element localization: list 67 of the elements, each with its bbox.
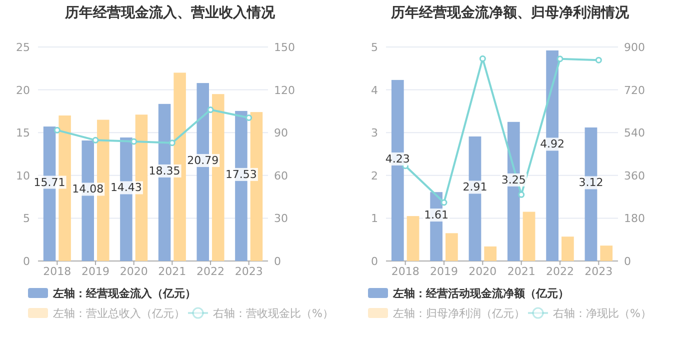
y-tick-label: 15 [16, 126, 30, 140]
legend-label: 右轴：营收现金比（%） [213, 307, 334, 320]
point [207, 106, 214, 114]
point [440, 199, 448, 206]
data-label: 4.23 [385, 152, 410, 166]
point [479, 55, 486, 62]
chart-title: 历年经营现金流入、营业收入情况 [64, 4, 276, 21]
y-tick-label: 2 [371, 169, 378, 182]
y2-tick-label: 180 [624, 212, 645, 226]
x-tick-label: 2018 [391, 265, 420, 278]
data-label: 15.71 [34, 176, 66, 189]
y-tick-label: 25 [16, 41, 30, 54]
y2-tick-label: 60 [274, 169, 288, 182]
x-tick-label: 2023 [584, 265, 613, 278]
y-tick-label: 5 [371, 41, 378, 54]
legend-label: 左轴：营业总收入（亿元） [53, 307, 185, 320]
legend-label: 右轴：净现比（%） [553, 307, 652, 320]
y-tick-label: 4 [371, 84, 378, 97]
y-tick-label: 5 [23, 212, 30, 226]
point [595, 56, 602, 64]
y2-tick-label: 540 [624, 126, 645, 140]
x-tick-label: 2019 [430, 265, 458, 278]
x-tick-label: 2022 [546, 265, 574, 278]
y2-tick-label: 900 [624, 41, 645, 54]
data-label: 17.53 [225, 168, 257, 181]
data-label: 4.92 [540, 138, 565, 151]
y2-tick-label: 0 [624, 255, 631, 268]
data-label: 14.08 [72, 182, 104, 196]
point [168, 140, 176, 146]
legend-label: 左轴：归母净利润（亿元） [393, 307, 525, 320]
data-label: 18.35 [148, 164, 180, 178]
legend-label: 左轴：经营活动现金流净额（亿元） [392, 287, 569, 300]
point [92, 136, 99, 144]
y-tick-label: 20 [16, 84, 30, 97]
data-label: 1.61 [424, 208, 449, 222]
data-label: 3.25 [501, 173, 526, 186]
point [518, 191, 525, 198]
y-tick-label: 10 [16, 169, 30, 182]
y2-tick-label: 120 [274, 84, 295, 97]
chart-title: 历年经营现金流净额、归母净利润情况 [390, 4, 630, 21]
y-tick-label: 0 [23, 255, 30, 268]
x-tick-label: 2020 [468, 265, 497, 278]
x-tick-label: 2021 [158, 265, 186, 278]
legend-label: 左轴：经营现金流入（亿元） [52, 287, 196, 300]
data-label: 3.12 [578, 176, 604, 190]
point [130, 138, 138, 145]
data-label: 20.79 [187, 154, 219, 168]
y2-tick-label: 0 [274, 255, 281, 268]
y-tick-label: 1 [371, 212, 378, 226]
point [556, 56, 564, 62]
y2-tick-label: 30 [274, 212, 288, 226]
y-tick-label: 0 [371, 255, 378, 268]
y2-tick-label: 720 [624, 84, 645, 97]
y-tick-label: 3 [371, 126, 378, 140]
x-tick-label: 2021 [507, 265, 536, 278]
x-tick-label: 2018 [43, 265, 72, 278]
data-label: 2.91 [462, 180, 488, 194]
x-tick-label: 2020 [120, 265, 148, 278]
y2-tick-label: 90 [274, 126, 288, 140]
x-tick-label: 2022 [196, 265, 224, 278]
x-tick-label: 2023 [234, 265, 263, 278]
y2-tick-label: 150 [274, 41, 295, 54]
y2-tick-label: 360 [624, 169, 645, 182]
x-tick-label: 2019 [82, 265, 110, 278]
point [246, 114, 252, 122]
point [54, 126, 60, 134]
data-label: 14.43 [110, 181, 142, 194]
